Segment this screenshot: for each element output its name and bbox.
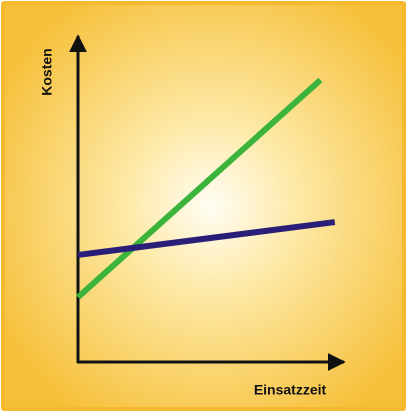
y-axis-label: Kosten (39, 48, 55, 95)
x-axis-label: Einsatzzeit (254, 382, 327, 398)
line (77, 219, 336, 258)
background (5, 5, 402, 407)
line (75, 77, 323, 300)
